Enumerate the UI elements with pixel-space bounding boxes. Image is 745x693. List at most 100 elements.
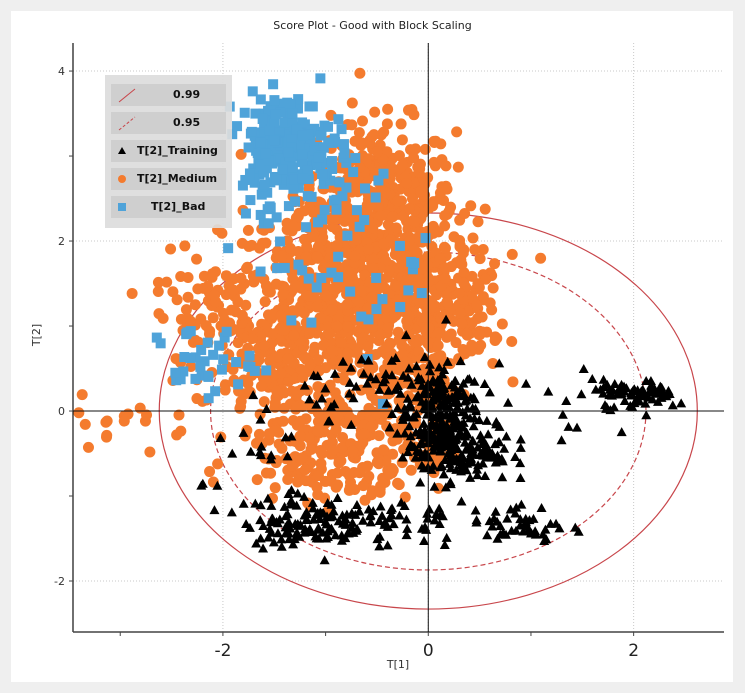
data-point bbox=[286, 460, 298, 472]
data-point bbox=[449, 382, 460, 392]
legend-label: T[2]_Bad bbox=[151, 200, 206, 213]
data-point bbox=[356, 354, 367, 364]
data-point bbox=[353, 127, 365, 139]
data-point bbox=[382, 540, 393, 550]
data-point bbox=[396, 134, 408, 146]
data-point bbox=[208, 349, 219, 360]
data-point bbox=[246, 333, 258, 345]
data-point bbox=[604, 390, 615, 400]
data-point bbox=[182, 327, 193, 338]
data-point bbox=[451, 464, 462, 474]
data-point bbox=[320, 383, 331, 393]
legend-item-0.99[interactable]: 0.99 bbox=[111, 84, 226, 106]
data-point bbox=[367, 253, 379, 265]
data-point bbox=[161, 276, 173, 288]
data-point bbox=[576, 389, 587, 399]
data-point bbox=[300, 523, 311, 533]
data-point bbox=[453, 287, 465, 299]
data-point bbox=[454, 307, 466, 319]
data-point bbox=[288, 329, 300, 341]
data-point bbox=[476, 434, 487, 444]
data-point bbox=[305, 136, 316, 147]
data-point bbox=[402, 523, 413, 533]
data-point bbox=[492, 533, 503, 543]
legend-item-training[interactable]: T[2]_Training bbox=[111, 140, 226, 162]
data-point bbox=[403, 412, 414, 422]
data-point bbox=[445, 463, 456, 473]
data-point bbox=[209, 505, 220, 515]
data-point bbox=[472, 470, 483, 480]
data-point bbox=[466, 339, 478, 351]
data-point bbox=[354, 221, 365, 232]
data-point bbox=[496, 318, 508, 330]
square-icon bbox=[118, 203, 126, 211]
data-point bbox=[330, 136, 341, 147]
data-point bbox=[118, 415, 130, 427]
data-point bbox=[466, 317, 478, 329]
data-point bbox=[331, 321, 343, 333]
data-point bbox=[170, 367, 181, 378]
data-point bbox=[436, 435, 447, 445]
legend-item-bad[interactable]: T[2]_Bad bbox=[111, 196, 226, 218]
data-point bbox=[507, 376, 519, 388]
data-point bbox=[272, 263, 283, 274]
data-point bbox=[322, 526, 333, 536]
data-point bbox=[297, 117, 308, 128]
legend-item-medium[interactable]: T[2]_Medium bbox=[111, 168, 226, 190]
data-point bbox=[469, 413, 480, 423]
data-point bbox=[398, 370, 409, 380]
data-point bbox=[266, 500, 277, 510]
data-point bbox=[408, 109, 420, 121]
data-point bbox=[144, 446, 156, 458]
data-point bbox=[280, 157, 291, 168]
legend-item-0.95[interactable]: 0.95 bbox=[111, 112, 226, 134]
data-point bbox=[232, 121, 243, 132]
data-point bbox=[322, 498, 333, 508]
data-point bbox=[219, 332, 230, 343]
data-point bbox=[262, 187, 273, 198]
data-point bbox=[392, 195, 404, 207]
data-point bbox=[401, 530, 412, 540]
legend-label: 0.95 bbox=[173, 116, 201, 129]
data-point bbox=[325, 175, 336, 186]
data-point bbox=[383, 265, 395, 277]
data-point bbox=[455, 356, 466, 366]
data-point bbox=[347, 522, 358, 532]
data-point bbox=[458, 378, 469, 388]
data-point bbox=[272, 528, 283, 538]
data-point bbox=[292, 245, 304, 257]
data-point bbox=[409, 216, 421, 228]
data-point bbox=[339, 148, 350, 159]
data-point bbox=[676, 398, 687, 408]
data-point bbox=[515, 434, 526, 444]
data-point bbox=[320, 290, 332, 302]
data-point bbox=[359, 215, 370, 226]
data-point bbox=[287, 115, 298, 126]
data-point bbox=[278, 387, 290, 399]
data-point bbox=[260, 280, 272, 292]
data-point bbox=[311, 301, 323, 313]
legend[interactable]: 0.99 0.95 T[2]_Training T[2]_Medium T[2]… bbox=[105, 75, 232, 228]
data-point bbox=[338, 356, 349, 366]
data-point bbox=[452, 417, 463, 427]
data-point bbox=[221, 326, 232, 337]
data-point bbox=[423, 337, 435, 349]
data-point bbox=[342, 230, 353, 241]
data-point bbox=[232, 337, 244, 349]
data-point bbox=[280, 511, 291, 521]
data-point bbox=[304, 328, 316, 340]
data-point bbox=[372, 534, 383, 544]
data-point bbox=[285, 499, 296, 509]
data-point bbox=[473, 460, 484, 470]
data-point bbox=[293, 259, 304, 270]
data-point bbox=[609, 378, 620, 388]
data-point bbox=[342, 266, 354, 278]
data-point bbox=[290, 280, 302, 292]
data-point bbox=[382, 322, 394, 334]
data-point bbox=[380, 455, 392, 467]
data-point bbox=[315, 458, 327, 470]
data-point bbox=[266, 517, 277, 527]
data-point bbox=[407, 441, 418, 451]
data-point bbox=[515, 442, 526, 452]
data-point bbox=[457, 463, 468, 473]
